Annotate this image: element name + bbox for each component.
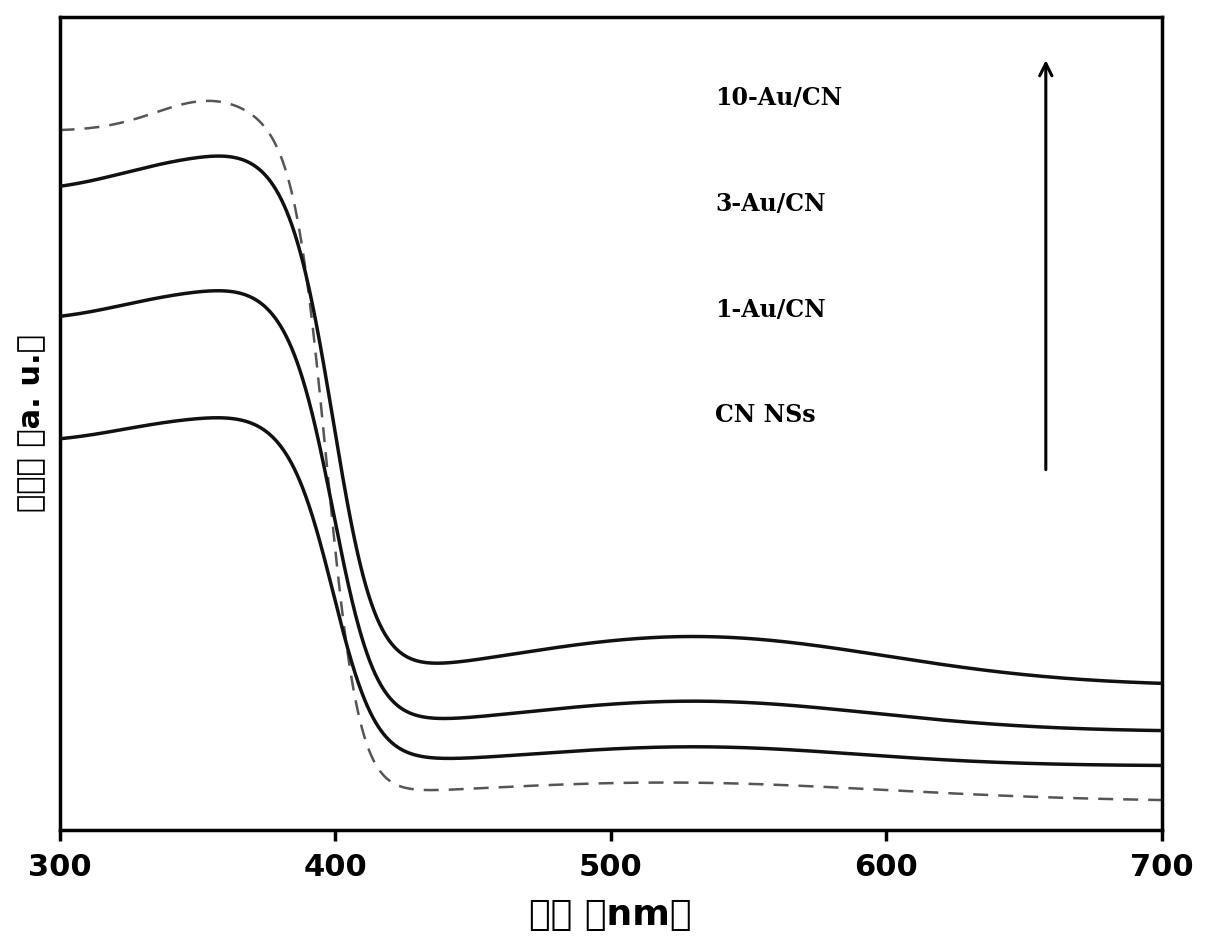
Text: 1-Au/CN: 1-Au/CN xyxy=(715,298,826,322)
Text: 3-Au/CN: 3-Au/CN xyxy=(715,192,826,215)
Y-axis label: 吸光度 （a. u.）: 吸光度 （a. u.） xyxy=(17,335,46,512)
X-axis label: 波长 （nm）: 波长 （nm） xyxy=(529,899,692,932)
Text: 10-Au/CN: 10-Au/CN xyxy=(715,86,842,110)
Text: CN NSs: CN NSs xyxy=(715,403,816,427)
